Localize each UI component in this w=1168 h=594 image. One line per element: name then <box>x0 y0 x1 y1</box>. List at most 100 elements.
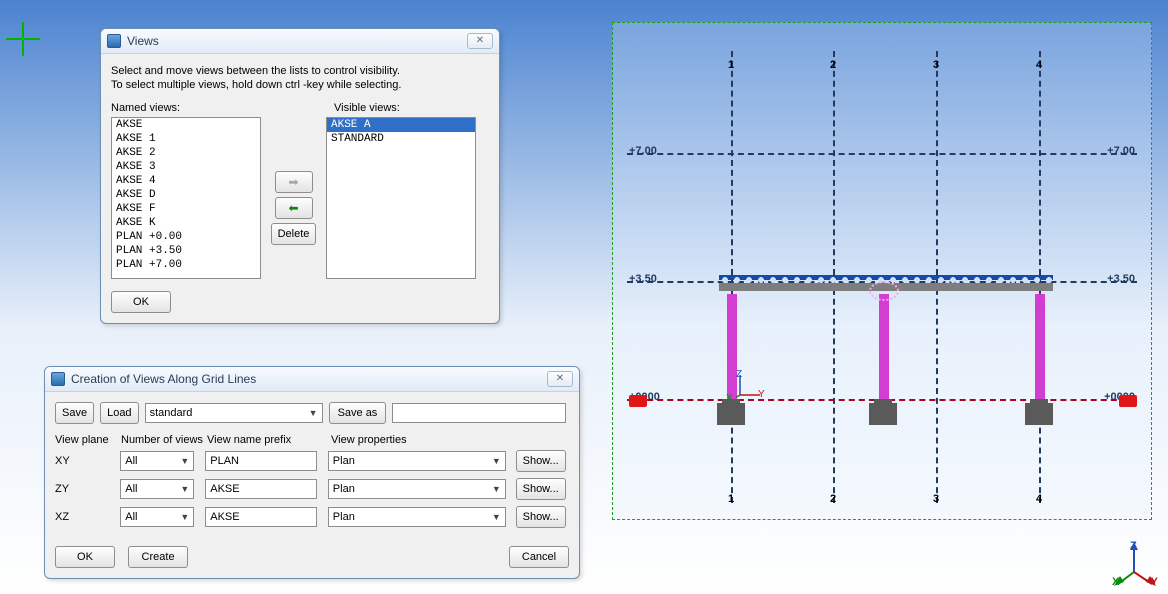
hdr-number-views: Number of views <box>121 434 207 446</box>
list-item[interactable]: AKSE 1 <box>112 132 260 146</box>
hdr-view-plane: View plane <box>55 434 121 446</box>
axis-z-label: Z <box>1130 540 1137 552</box>
saveas-button[interactable]: Save as <box>329 402 387 424</box>
number-of-views-combo[interactable]: All▼ <box>120 507 194 527</box>
create-button[interactable]: Create <box>128 546 188 568</box>
visible-views-listbox[interactable]: AKSE ASTANDARD <box>326 117 476 279</box>
gridline-label: 2 <box>830 59 836 71</box>
gridline-label: 1 <box>728 493 734 505</box>
number-of-views-combo[interactable]: All▼ <box>120 451 194 471</box>
gridline-label: 2 <box>830 493 836 505</box>
save-button[interactable]: Save <box>55 402 94 424</box>
named-views-label: Named views: <box>111 102 269 114</box>
chevron-down-icon: ▼ <box>180 512 189 522</box>
chevron-down-icon: ▼ <box>309 408 318 418</box>
list-item[interactable]: PLAN +0.00 <box>112 230 260 244</box>
hdr-view-properties: View properties <box>331 434 521 446</box>
arrow-right-icon <box>288 175 298 189</box>
visible-views-label: Visible views: <box>334 102 489 114</box>
gridline-label: 4 <box>1036 493 1042 505</box>
gridline-label: 3 <box>933 59 939 71</box>
show-button[interactable]: Show... <box>516 506 566 528</box>
gridline-label: 4 <box>1036 59 1042 71</box>
hdr-view-prefix: View name prefix <box>207 434 331 446</box>
view-prefix-input[interactable] <box>205 479 317 499</box>
views-instructions: Select and move views between the lists … <box>111 64 489 92</box>
view-properties-combo[interactable]: Plan▼ <box>328 507 506 527</box>
plane-label: XZ <box>55 511 120 523</box>
footing[interactable] <box>869 403 897 425</box>
close-icon[interactable]: ✕ <box>547 371 573 387</box>
model-viewport[interactable]: 11223344+7.00+7.00+3.50+3.50+0000+0000ZY… <box>612 22 1152 520</box>
elevation-label: +3.50 <box>629 273 657 285</box>
views-ok-button[interactable]: OK <box>111 291 171 313</box>
preset-value: standard <box>150 407 193 419</box>
close-icon[interactable]: ✕ <box>467 33 493 49</box>
list-item[interactable]: AKSE F <box>112 202 260 216</box>
axis-y-label: Y <box>1151 576 1158 588</box>
app-icon <box>107 34 121 48</box>
delete-button[interactable]: Delete <box>271 223 317 245</box>
list-item[interactable]: AKSE 2 <box>112 146 260 160</box>
view-prefix-input[interactable] <box>205 507 317 527</box>
gridline-label: 1 <box>728 59 734 71</box>
view-properties-combo[interactable]: Plan▼ <box>328 479 506 499</box>
chevron-down-icon: ▼ <box>180 484 189 494</box>
arrow-left-icon <box>288 201 298 215</box>
grid-plane-row: ZYAll▼ Plan▼ Show... <box>55 478 569 500</box>
cursor-crosshair <box>6 22 40 56</box>
move-right-button[interactable] <box>275 171 313 193</box>
column-member[interactable] <box>879 294 889 399</box>
list-item[interactable]: STANDARD <box>327 132 475 146</box>
list-item[interactable]: AKSE D <box>112 188 260 202</box>
view-prefix-input[interactable] <box>205 451 317 471</box>
chevron-down-icon: ▼ <box>180 456 189 466</box>
axis-x-label: X <box>1112 576 1119 588</box>
number-of-views-combo[interactable]: All▼ <box>120 479 194 499</box>
list-item[interactable]: AKSE A <box>327 118 475 132</box>
local-axis-widget: ZYX <box>736 373 764 401</box>
grid-ok-button[interactable]: OK <box>55 546 115 568</box>
cancel-button[interactable]: Cancel <box>509 546 569 568</box>
list-item[interactable]: PLAN +7.00 <box>112 258 260 272</box>
elevation-label: +3.50 <box>1107 273 1135 285</box>
list-item[interactable]: PLAN +3.50 <box>112 244 260 258</box>
grid-plane-row: XZAll▼ Plan▼ Show... <box>55 506 569 528</box>
view-axis-widget: Z X Y <box>1112 542 1158 588</box>
list-item[interactable]: AKSE <box>112 118 260 132</box>
grid-dialog-title: Creation of Views Along Grid Lines <box>71 372 547 386</box>
list-item[interactable]: AKSE 4 <box>112 174 260 188</box>
show-button[interactable]: Show... <box>516 478 566 500</box>
view-properties-combo[interactable]: Plan▼ <box>328 451 506 471</box>
chevron-down-icon: ▼ <box>492 512 501 522</box>
views-instr-line1: Select and move views between the lists … <box>111 64 489 78</box>
grid-dialog-titlebar[interactable]: Creation of Views Along Grid Lines ✕ <box>45 367 579 392</box>
gridline-label: 3 <box>933 493 939 505</box>
app-icon <box>51 372 65 386</box>
list-item[interactable]: AKSE K <box>112 216 260 230</box>
list-item[interactable]: AKSE 3 <box>112 160 260 174</box>
plane-label: XY <box>55 455 120 467</box>
plane-label: ZY <box>55 483 120 495</box>
elevation-label: +7.00 <box>629 145 657 157</box>
preset-combo[interactable]: standard ▼ <box>145 403 323 423</box>
connection-marker <box>869 281 899 301</box>
move-left-button[interactable] <box>275 197 313 219</box>
chevron-down-icon: ▼ <box>492 456 501 466</box>
footing[interactable] <box>1025 403 1053 425</box>
show-button[interactable]: Show... <box>516 450 566 472</box>
elevation-label: +7.00 <box>1107 145 1135 157</box>
grid-plane-row: XYAll▼ Plan▼ Show... <box>55 450 569 472</box>
saveas-input[interactable] <box>392 403 566 423</box>
bearing-marker <box>1119 395 1137 407</box>
grid-views-dialog: Creation of Views Along Grid Lines ✕ Sav… <box>44 366 580 579</box>
chevron-down-icon: ▼ <box>492 484 501 494</box>
footing[interactable] <box>717 403 745 425</box>
views-dialog-title: Views <box>127 34 467 48</box>
named-views-listbox[interactable]: AKSEAKSE 1AKSE 2AKSE 3AKSE 4AKSE DAKSE F… <box>111 117 261 279</box>
gridline-horizontal <box>627 153 1137 155</box>
views-dialog-titlebar[interactable]: Views ✕ <box>101 29 499 54</box>
bearing-marker <box>629 395 647 407</box>
load-button[interactable]: Load <box>100 402 138 424</box>
column-member[interactable] <box>1035 294 1045 399</box>
